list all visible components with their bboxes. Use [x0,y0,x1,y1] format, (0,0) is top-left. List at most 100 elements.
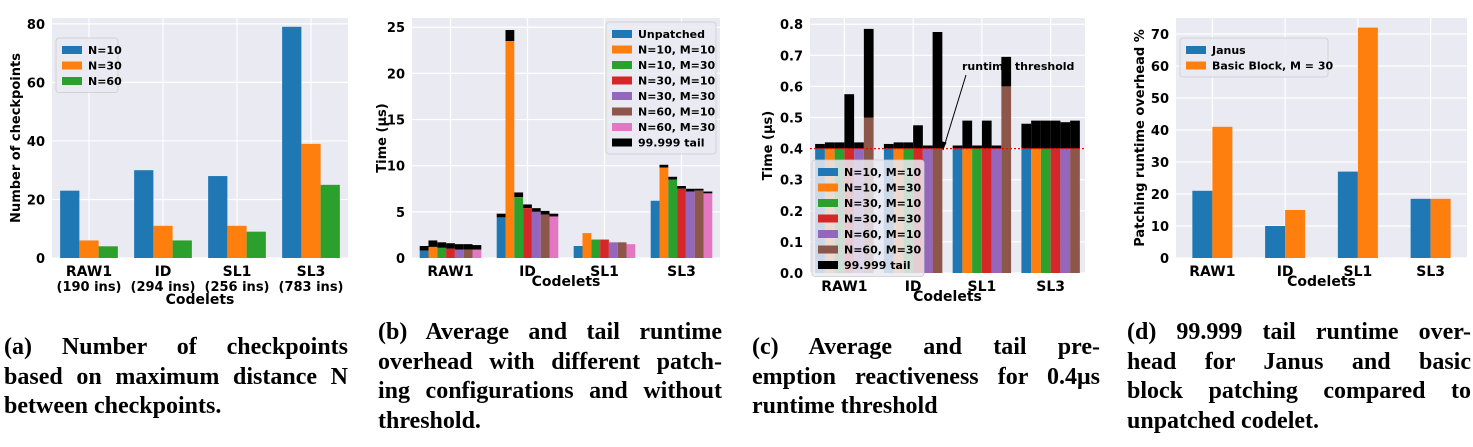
y-tick-label: 20 [387,67,405,82]
bar [1001,86,1012,273]
caption-a-line: based on maximum distance N [4,363,348,390]
y-tick-label: 40 [1151,124,1169,139]
caption-b-line: (b) Average and tail runtime [378,319,722,345]
x-tick-label: ID [905,279,922,295]
legend-swatch [612,138,632,147]
caption-b-line: overhead with different patch- [378,348,722,375]
x-tick-label: SL1 [968,279,997,295]
annotation-arrowhead [940,141,947,150]
legend-label: N=30, M=10 [638,75,716,88]
tail-bar [991,145,1002,149]
y-tick-label: 25 [387,21,405,36]
x-tick-sublabel: (190 ins) [57,280,122,295]
y-tick-label: 0 [396,252,405,267]
tail-bar [677,186,686,189]
legend-label: N=30, M=30 [638,90,716,103]
bar [282,26,302,258]
x-tick-label: RAW1 [427,264,473,280]
tail-bar [834,142,845,149]
tail-bar [913,125,923,149]
bar [540,214,550,258]
tail-bar [505,30,515,42]
bar [472,249,482,258]
tail-bar [659,164,669,168]
bar [582,233,592,258]
legend-label: 99.999 tail [638,137,705,150]
x-tick-label: SL1 [590,264,619,280]
legend-label: N=10, M=10 [638,44,716,57]
legend-swatch [62,77,82,85]
legend-label: N=30, M=10 [844,197,922,210]
bar [591,239,601,258]
y-tick-label: 0.6 [780,80,803,95]
bar [626,244,636,258]
legend-box [605,21,717,155]
bar [972,148,982,273]
bar [1021,148,1032,273]
caption-b: (b) Average and tail runtime overhead wi… [378,318,722,436]
bar [153,225,173,258]
bar [617,242,627,258]
caption-d-line: block patching compared to [1127,378,1471,404]
x-tick-label: SL1 [1344,264,1373,280]
legend-swatch [818,245,838,254]
chart-d: 0 10 20 30 40 50 60 70 RAW1 ID SL1 SL3 Codelets Patch… [1133,18,1467,290]
bar [922,148,933,273]
x-tick-sublabel: (256 ins) [205,280,270,295]
x-tick-label: RAW1 [1189,264,1235,280]
y-tick-label: 40 [27,135,45,150]
legend-swatch [1186,46,1206,54]
chart-a: 0 20 40 60 80 RAW1(190 ins) ID(294 ins) SL1(256… [9,18,348,308]
bar [962,148,973,273]
caption-a: (a) Number of checkpoints based on maxim… [4,333,348,422]
y-axis-label: Patching runtime overhead % [1133,29,1148,246]
bar [952,148,963,273]
caption-b-line: threshold. [378,407,481,434]
legend-label: N=30, M=30 [844,213,922,226]
y-tick-label: 20 [1151,188,1169,203]
caption-c-line: (c) Average and tail pre- [752,334,1100,360]
tail-bar [437,242,447,248]
x-tick-label: ID [155,264,172,280]
legend-swatch [818,214,838,223]
y-tick-label: 80 [27,18,45,33]
bar [549,216,559,258]
tail-bar [694,188,704,191]
y-tick-label: 10 [1151,220,1169,235]
tail-bar [1031,120,1041,149]
y-tick-label: 60 [1151,60,1169,75]
caption-c-line: emption reactiveness for 0.4μs [752,363,1100,390]
tail-bar [1001,56,1012,87]
bar [531,211,541,258]
tail-bar [815,143,825,149]
legend-label: N=10, M=10 [844,166,922,179]
caption-c-line: runtime threshold [752,393,938,419]
tail-bar [1060,122,1071,149]
bar [1070,148,1080,273]
legend-swatch [612,45,632,54]
tail-bar [1040,120,1051,149]
bar [1430,198,1451,258]
y-tick-label: 0.4 [780,143,803,158]
bar [1357,27,1378,258]
bar [523,208,532,258]
legend-swatch [62,61,82,70]
tail-bar [463,244,473,250]
tail-bar [685,188,695,192]
bar [685,191,695,258]
caption-a-line: (a) Number of checkpoints [4,334,348,360]
bar [446,248,455,258]
x-tick-label: SL3 [1036,279,1065,295]
tail-bar [922,145,933,149]
y-axis-label: Number of checkpoints [9,53,24,223]
tail-bar [1070,120,1080,149]
bar [419,250,429,258]
x-axis-label: Codelets [913,289,982,305]
x-tick-label: SL3 [297,264,326,280]
legend-label: N=60, M=10 [638,106,716,119]
legend-swatch [818,168,838,176]
tail-bar [549,213,559,217]
bar [172,240,192,258]
y-tick-label: 0 [1160,252,1169,267]
